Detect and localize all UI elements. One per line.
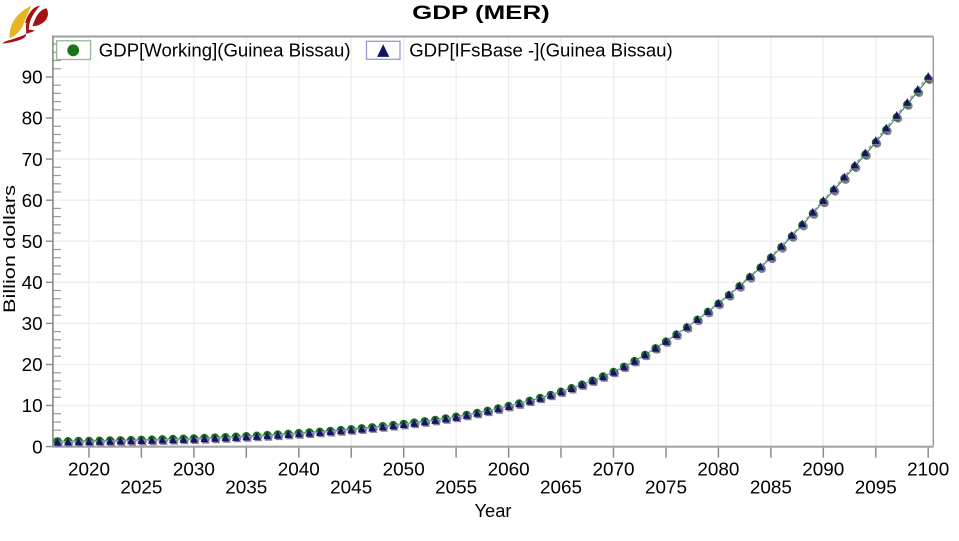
svg-text:2030: 2030 (173, 460, 215, 481)
svg-text:10: 10 (22, 396, 43, 417)
svg-text:2070: 2070 (592, 460, 634, 481)
svg-text:GDP[Working](Guinea Bissau): GDP[Working](Guinea Bissau) (99, 40, 351, 61)
svg-text:2040: 2040 (278, 460, 320, 481)
svg-text:2085: 2085 (750, 477, 792, 498)
svg-text:90: 90 (22, 68, 43, 89)
svg-text:70: 70 (22, 150, 43, 171)
svg-text:2035: 2035 (225, 477, 267, 498)
svg-text:40: 40 (22, 273, 43, 294)
svg-text:2055: 2055 (435, 477, 477, 498)
svg-text:80: 80 (22, 109, 43, 130)
svg-text:30: 30 (22, 314, 43, 335)
svg-text:2095: 2095 (855, 477, 897, 498)
svg-text:2025: 2025 (120, 477, 162, 498)
svg-text:Year: Year (475, 500, 512, 521)
svg-text:60: 60 (22, 191, 43, 212)
svg-text:2050: 2050 (383, 460, 425, 481)
svg-text:2045: 2045 (330, 477, 372, 498)
svg-text:GDP[IFsBase -](Guinea Bissau): GDP[IFsBase -](Guinea Bissau) (409, 40, 673, 61)
svg-text:0: 0 (32, 437, 43, 458)
svg-text:2060: 2060 (488, 460, 530, 481)
svg-text:2065: 2065 (540, 477, 582, 498)
svg-text:Billion dollars: Billion dollars (0, 185, 19, 313)
svg-text:2020: 2020 (68, 460, 110, 481)
svg-text:2090: 2090 (802, 460, 844, 481)
svg-text:20: 20 (22, 355, 43, 376)
svg-text:50: 50 (22, 232, 43, 253)
svg-text:2075: 2075 (645, 477, 687, 498)
svg-text:GDP (MER): GDP (MER) (412, 3, 550, 24)
svg-text:2080: 2080 (697, 460, 739, 481)
svg-text:2100: 2100 (907, 460, 949, 481)
